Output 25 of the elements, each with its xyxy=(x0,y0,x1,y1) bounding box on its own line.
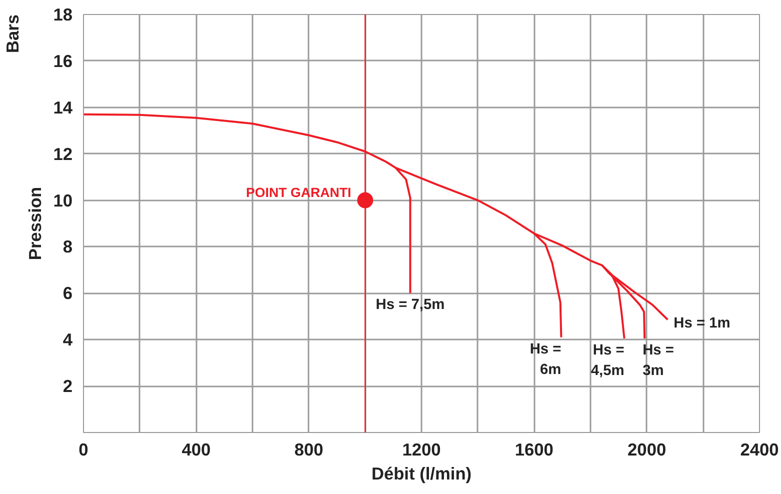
x-tick-label: 2400 xyxy=(740,440,779,460)
annotation: Hs = 1m xyxy=(674,316,730,332)
annotation: Hs = 4,5m xyxy=(590,342,624,380)
x-tick-label: 1600 xyxy=(514,440,554,460)
y-tick-label: 4 xyxy=(62,330,73,350)
y-tick-label: 6 xyxy=(62,283,73,304)
text: Bars xyxy=(2,14,22,54)
annotation: POINT GARANTI xyxy=(246,184,352,200)
y-tick-label: 18 xyxy=(53,4,73,24)
y-axis-title: Pression xyxy=(25,186,46,260)
x-tick-label: 1200 xyxy=(402,440,441,460)
x-tick-label: 2000 xyxy=(628,440,666,460)
annotation: Hs = 7,5m xyxy=(376,297,445,314)
x-tick-label: 400 xyxy=(182,440,211,460)
y-tick-label: 14 xyxy=(53,97,73,118)
y-tick-label: 16 xyxy=(53,50,73,71)
x-tick-label: 0 xyxy=(78,440,88,460)
annotation: Hs = 3m xyxy=(642,342,674,380)
y-tick-label: 2 xyxy=(62,376,73,396)
y-tick-label: 10 xyxy=(53,190,73,210)
x-axis-title: Débit (l/min) xyxy=(371,464,472,484)
y-tick-label: 8 xyxy=(62,236,73,257)
annotation: Hs = 6m xyxy=(530,341,562,378)
y-tick-label: 12 xyxy=(53,144,73,164)
x-tick-label: 800 xyxy=(294,440,324,460)
